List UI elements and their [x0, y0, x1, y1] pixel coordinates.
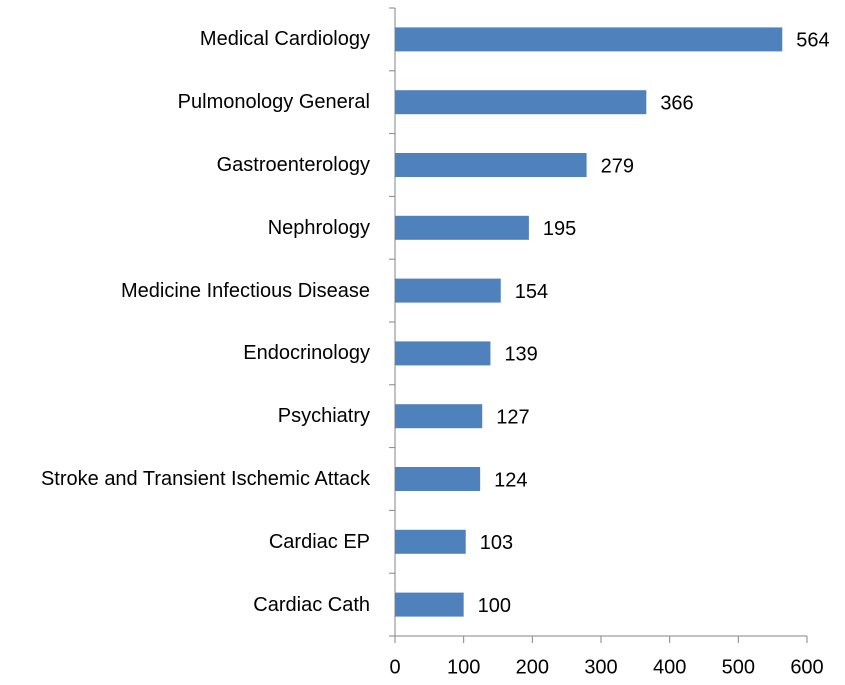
category-label: Stroke and Transient Ischemic Attack [40, 468, 370, 490]
value-label: 366 [660, 92, 693, 114]
bar [395, 27, 783, 52]
value-label: 564 [796, 30, 829, 52]
value-label: 100 [478, 595, 511, 617]
category-label: Gastroenterology [216, 154, 370, 176]
bar [395, 529, 466, 554]
category-label: Cardiac Cath [253, 593, 370, 616]
value-label: 279 [601, 155, 634, 177]
bar [395, 592, 464, 617]
bar [395, 90, 647, 115]
bar [395, 341, 491, 366]
category-label: Cardiac EP [268, 530, 370, 553]
x-tick-label: 300 [584, 656, 617, 678]
category-label: Nephrology [267, 216, 370, 239]
bar [395, 404, 483, 429]
value-label: 124 [494, 469, 527, 491]
value-label: 139 [504, 344, 537, 366]
bar [395, 467, 481, 491]
value-label: 154 [515, 281, 548, 303]
x-tick-label: 200 [516, 656, 549, 678]
x-tick-label: 0 [389, 656, 400, 678]
category-label: Endocrinology [243, 342, 370, 365]
value-label: 103 [480, 532, 513, 554]
value-label: 195 [543, 218, 576, 240]
x-tick-label: 600 [790, 656, 823, 678]
category-label: Psychiatry [277, 405, 370, 428]
category-label: Pulmonology General [177, 91, 370, 114]
bar [395, 278, 501, 303]
bar [395, 153, 587, 177]
category-label: Medical Cardiology [199, 28, 370, 51]
x-tick-label: 100 [447, 656, 480, 678]
bar [395, 215, 529, 240]
x-tick-label: 500 [722, 656, 755, 678]
value-label: 127 [496, 406, 529, 428]
category-label: Medicine Infectious Disease [120, 279, 370, 302]
x-tick-label: 400 [653, 656, 686, 678]
